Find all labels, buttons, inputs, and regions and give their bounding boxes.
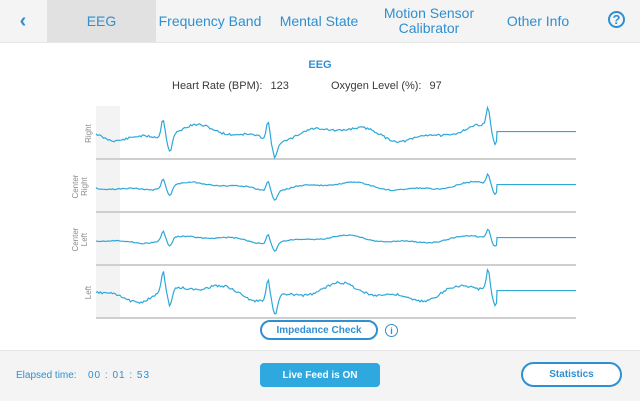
top-navigation: ‹ EEG Frequency Band Mental State Motion… xyxy=(0,0,640,43)
statistics-button[interactable]: Statistics xyxy=(521,362,622,387)
elapsed-time-label: Elapsed time: xyxy=(16,370,77,381)
tab-other-info[interactable]: Other Info xyxy=(506,12,570,29)
question-circle-icon[interactable]: ? xyxy=(608,11,625,28)
elapsed-time-value: 00 : 01 : 53 xyxy=(88,370,151,381)
oxygen-level-value: 97 xyxy=(429,80,442,92)
tab-frequency-band[interactable]: Frequency Band xyxy=(158,12,262,29)
footer: Elapsed time: 00 : 01 : 53 Live Feed is … xyxy=(0,350,640,401)
chevron-left-icon: ‹ xyxy=(19,9,27,32)
oxygen-level: Oxygen Level (%): 97 xyxy=(331,80,450,92)
live-feed-button[interactable]: Live Feed is ON xyxy=(260,363,380,387)
heart-rate-label: Heart Rate (BPM): xyxy=(172,80,263,92)
eeg-trace xyxy=(95,268,576,315)
channel-label: Right xyxy=(84,123,93,142)
heart-rate: Heart Rate (BPM): 123 xyxy=(172,80,297,92)
eeg-trace xyxy=(95,228,576,252)
info-circle-icon[interactable]: i xyxy=(385,324,398,337)
eeg-chart: Right CenterRight CenterLeft Left xyxy=(71,105,576,319)
tab-eeg[interactable]: EEG xyxy=(47,0,156,42)
tab-motion-sensor-calibrator[interactable]: Motion Sensor Calibrator xyxy=(383,5,475,36)
oxygen-level-label: Oxygen Level (%): xyxy=(331,80,422,92)
channel-label: CenterRight xyxy=(71,174,89,198)
channel-label: CenterLeft xyxy=(71,227,89,251)
eeg-title: EEG xyxy=(308,59,332,71)
eeg-trace xyxy=(95,105,576,160)
eeg-trace xyxy=(95,172,576,201)
heart-rate-value: 123 xyxy=(270,80,289,92)
channel-label: Left xyxy=(84,285,93,299)
tab-mental-state[interactable]: Mental State xyxy=(279,12,359,29)
back-button[interactable]: ‹ xyxy=(0,0,46,42)
impedance-check-button[interactable]: Impedance Check xyxy=(260,320,378,340)
